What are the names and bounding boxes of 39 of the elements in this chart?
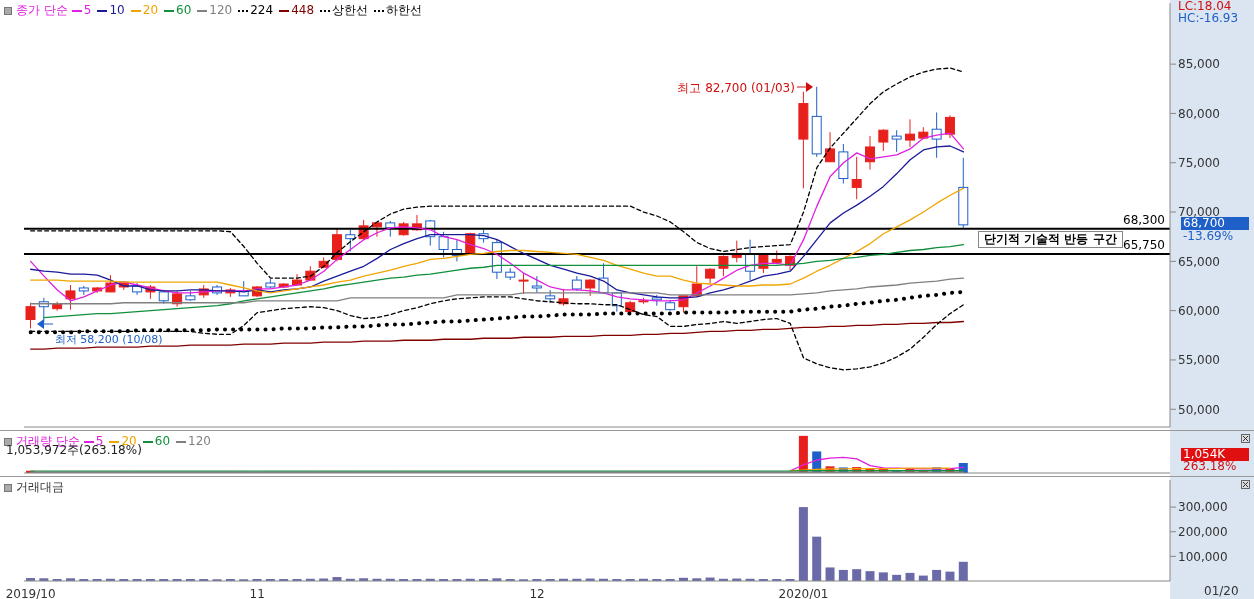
annotation: 최고 82,700 (01/03) bbox=[677, 79, 795, 97]
y-tick-label: 55,000 bbox=[1178, 353, 1220, 368]
text: 1,054K bbox=[1181, 447, 1249, 461]
y-tick-label: 60,000 bbox=[1178, 303, 1220, 318]
y-tick-label: 75,000 bbox=[1178, 156, 1220, 170]
x-tick-label: 2020/01 bbox=[778, 586, 829, 599]
legend-label: 하한선 bbox=[385, 3, 423, 17]
y-tick-label: 100,000 bbox=[1178, 549, 1228, 564]
legend-label: 448 bbox=[290, 3, 315, 17]
text: 01/20 bbox=[1204, 584, 1239, 598]
legend-label: 5 bbox=[82, 3, 92, 17]
text: HC:-16.93 bbox=[1178, 11, 1239, 25]
annotation: 최저 58,200 (10/08) bbox=[54, 333, 163, 347]
ref-line-label: 68,300 bbox=[1123, 212, 1165, 227]
legend-label: 10 bbox=[108, 3, 125, 17]
text: LC:18.04 bbox=[1178, 0, 1232, 13]
y-tick-label: 85,000 bbox=[1178, 57, 1220, 72]
y-tick-label: 80,000 bbox=[1178, 106, 1220, 121]
x-tick-label: 12 bbox=[529, 586, 545, 599]
y-tick-label: 200,000 bbox=[1178, 524, 1228, 539]
text: -13.69% bbox=[1183, 229, 1234, 243]
y-tick-label: 65,000 bbox=[1178, 254, 1220, 269]
legend-label: 224 bbox=[249, 3, 274, 17]
ref-line-label: 65,750 bbox=[1123, 237, 1165, 252]
legend-label: 60 bbox=[153, 434, 171, 448]
legend-label: 20 bbox=[141, 3, 159, 17]
text: 263.18% bbox=[1183, 459, 1237, 473]
legend-title: 종가 단순 bbox=[16, 3, 68, 17]
chart-title: 거래대금 bbox=[15, 479, 64, 496]
y-tick-label: 300,000 bbox=[1178, 500, 1228, 515]
legend-label: 60 bbox=[175, 3, 192, 17]
y-tick-label: 50,000 bbox=[1178, 402, 1220, 417]
x-tick-label: 11 bbox=[249, 586, 265, 599]
text: 68,700 bbox=[1181, 216, 1249, 230]
annotation: 단기적 기술적 반등 구간 bbox=[978, 231, 1123, 248]
x-tick-label: 2019/10 bbox=[5, 586, 56, 599]
legend-label: 상한선 bbox=[331, 3, 369, 17]
legend-label: 120 bbox=[208, 3, 233, 17]
legend-label: 120 bbox=[187, 434, 211, 448]
